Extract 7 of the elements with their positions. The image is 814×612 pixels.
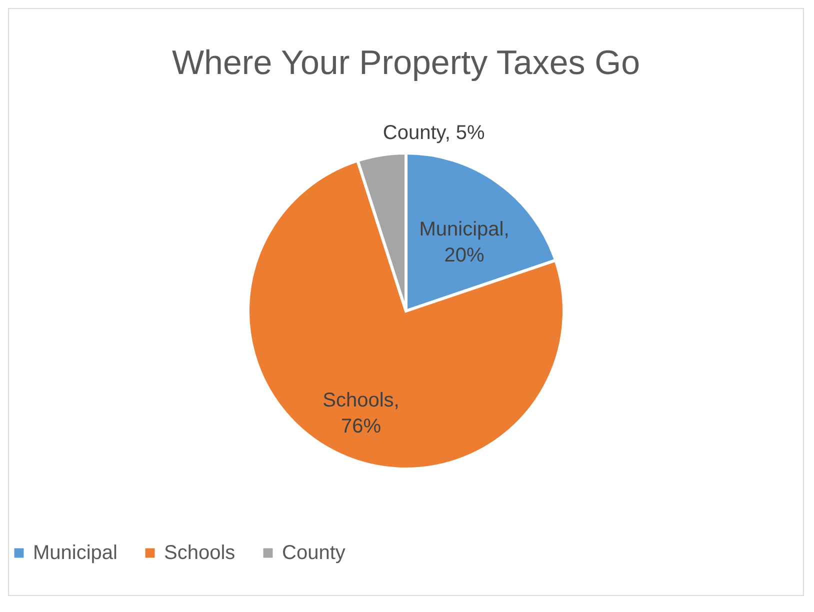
data-label: Municipal, 20% xyxy=(419,218,510,267)
legend-label: Municipal xyxy=(33,542,118,564)
chart-title: Where Your Property Taxes Go xyxy=(172,44,640,82)
data-label: County, 5% xyxy=(382,122,486,144)
legend-label: Schools xyxy=(164,542,236,564)
data-label: Schools, 76% xyxy=(322,389,400,438)
legend-label: County xyxy=(282,542,346,564)
